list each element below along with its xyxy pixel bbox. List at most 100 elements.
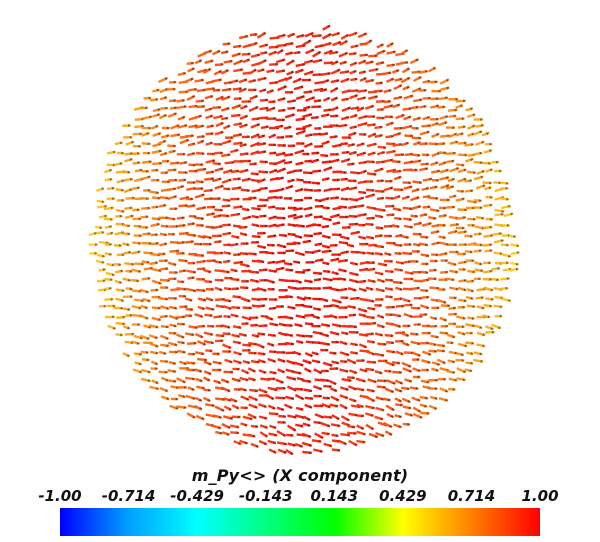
vector-arrow-head	[302, 286, 306, 290]
vector-arrow-head	[355, 89, 359, 93]
vector-arrow-head	[360, 196, 364, 200]
vector-arrow-head	[333, 388, 337, 392]
vector-arrow-head	[209, 242, 212, 246]
vector-arrow-head	[463, 260, 467, 264]
vector-arrow-head	[274, 298, 278, 302]
vector-arrow-head	[227, 259, 231, 263]
vector-arrow-head	[174, 178, 178, 182]
vector-arrow-head	[353, 52, 357, 56]
vector-arrow-head	[446, 242, 449, 246]
vector-arrow-head	[398, 132, 401, 136]
vector-arrow-head	[390, 134, 394, 138]
vector-arrow-head	[155, 233, 158, 237]
vector-arrow-head	[362, 152, 366, 155]
vector-arrow-head	[212, 205, 216, 209]
vector-arrow-head	[289, 51, 293, 55]
vector-arrow-head	[337, 221, 341, 225]
vector-arrow-head	[326, 79, 329, 83]
render-viewport[interactable]	[0, 0, 600, 460]
vector-arrow-head	[262, 352, 266, 356]
vector-arrow-head	[318, 324, 321, 328]
vector-arrow-head	[408, 379, 412, 383]
vector-arrow-head	[454, 312, 457, 316]
vector-arrow-head	[415, 260, 419, 264]
vector-arrow-head	[292, 306, 296, 310]
vector-arrow-head	[344, 406, 348, 409]
vector-arrow-head	[401, 304, 405, 308]
vector-arrow-head	[176, 386, 179, 389]
vector-arrow-head	[307, 106, 311, 109]
vector-arrow-head	[399, 287, 403, 291]
vector-arrow-head	[489, 249, 493, 253]
vector-arrow-head	[320, 204, 324, 208]
vector-arrow-head	[273, 143, 276, 147]
vector-arrow-head	[489, 304, 492, 308]
vector-arrow-head	[435, 253, 439, 257]
vector-arrow-head	[335, 404, 339, 408]
vector-arrow-head	[132, 196, 135, 200]
vector-arrow-head	[500, 239, 504, 243]
vector-arrow-head	[471, 143, 474, 147]
vector-arrow-head	[398, 217, 402, 221]
vector-arrow-head	[210, 341, 214, 345]
vector-arrow-head	[190, 78, 194, 81]
vector-arrow-head	[185, 171, 188, 175]
vector-arrow-head	[478, 277, 481, 281]
vector-arrow-head	[327, 405, 331, 408]
vector-arrow-head	[459, 104, 463, 108]
vector-arrow-head	[357, 230, 360, 234]
vector-arrow-head	[245, 242, 249, 246]
vector-arrow-head	[225, 50, 229, 54]
vector-arrow-head	[392, 350, 396, 354]
vector-arrow-head	[299, 207, 303, 211]
vector-arrow-head	[290, 295, 293, 299]
vector-arrow-head	[109, 252, 112, 256]
vector-arrow-head	[264, 390, 268, 393]
vector-arrow-head	[235, 242, 239, 246]
vector-arrow-head	[442, 360, 446, 364]
vector-arrow-head	[480, 124, 484, 128]
vector-arrow-head	[199, 379, 203, 382]
vector-arrow-head	[218, 214, 222, 218]
vector-arrow-head	[345, 177, 348, 181]
colorbar-tick-label: -1.00	[38, 487, 82, 505]
vector-arrow-head	[445, 398, 448, 402]
vector-arrow-head	[198, 59, 202, 63]
vector-arrow-head	[390, 334, 394, 338]
vector-arrow-head	[427, 205, 431, 209]
vector-arrow-head	[281, 407, 284, 411]
vector-arrow-head	[229, 360, 233, 364]
vector-arrow-head	[237, 415, 241, 419]
vector-arrow-head	[137, 186, 140, 190]
vector-arrow-head	[145, 350, 149, 354]
vector-arrow-head	[317, 51, 321, 55]
vector-arrow-head	[200, 140, 204, 144]
vector-arrow-head	[316, 158, 319, 162]
vector-arrow-head	[490, 326, 494, 330]
vector-arrow-head	[209, 141, 213, 145]
vector-arrow-head	[247, 360, 250, 364]
vector-arrow-head	[410, 271, 414, 275]
vector-arrow-head	[344, 205, 347, 209]
vector-arrow-head	[416, 126, 419, 130]
vector-arrow-head	[336, 257, 340, 261]
vector-arrow-head	[166, 344, 169, 348]
vector-arrow-head	[128, 251, 132, 255]
vector-arrow-head	[436, 133, 440, 137]
vector-arrow-head	[373, 172, 377, 176]
vector-arrow-head	[318, 286, 321, 290]
vector-arrow-head	[418, 222, 422, 225]
vector-arrow-head	[416, 196, 420, 200]
vector-arrow-head	[146, 169, 149, 173]
vector-arrow-head	[182, 116, 186, 120]
vector-arrow-head	[326, 177, 330, 181]
vector-arrow-head	[156, 191, 159, 195]
vector-arrow-head	[405, 235, 409, 239]
vector-arrow-head	[353, 399, 357, 402]
vector-arrow-head	[472, 113, 476, 117]
vector-arrow-head	[256, 117, 260, 121]
vector-arrow-head	[175, 271, 178, 275]
vector-arrow-head	[462, 125, 466, 129]
vector-arrow-head	[308, 369, 312, 372]
vector-arrow-head	[327, 432, 330, 436]
